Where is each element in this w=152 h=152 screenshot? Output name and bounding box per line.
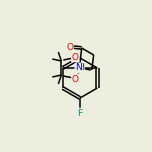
Text: O: O <box>66 43 73 52</box>
Text: B: B <box>78 64 84 73</box>
Text: N: N <box>75 64 82 73</box>
Text: O: O <box>72 52 79 62</box>
Text: O: O <box>72 74 79 83</box>
Text: F: F <box>77 109 83 117</box>
